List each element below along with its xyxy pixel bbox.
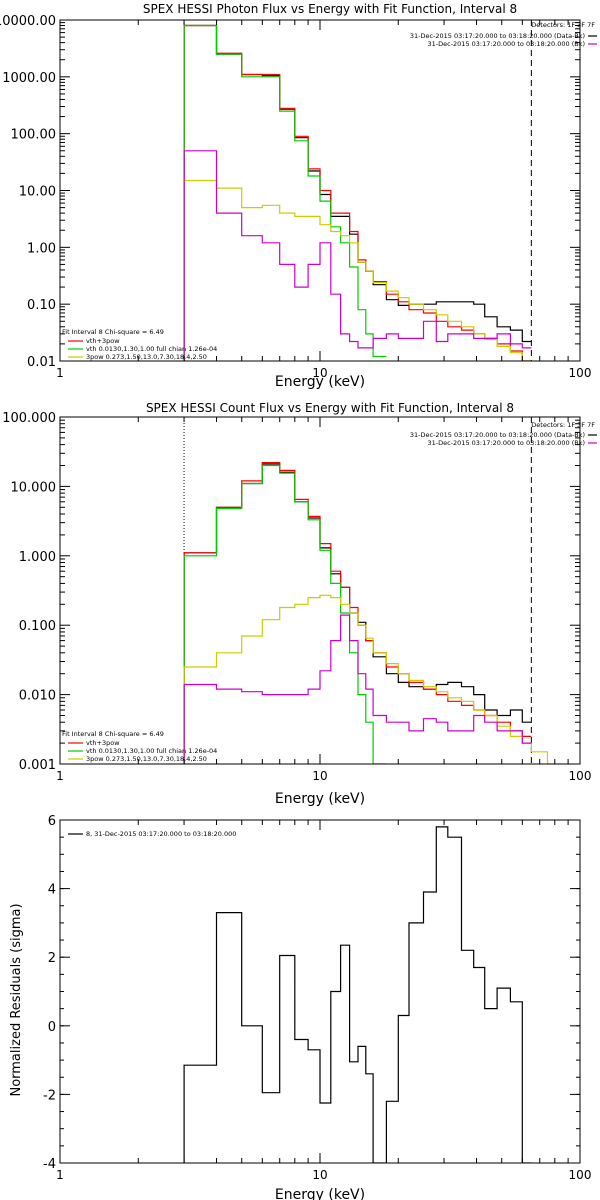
y-tick-label: 2 [48, 951, 56, 966]
x-tick-label: 100 [569, 769, 592, 783]
y-tick-label: 0.010 [19, 689, 56, 704]
detectors-label: Detectors: 1F 3F 7F [531, 21, 595, 29]
x-tick-label: 100 [569, 1168, 592, 1182]
x-tick-label: 10 [312, 769, 327, 783]
y-tick-label: 100.00 [11, 128, 57, 143]
chart-title: SPEX HESSI Photon Flux vs Energy with Fi… [143, 2, 517, 16]
legend-total-label: vth+3pow [86, 337, 120, 345]
count-flux-panel: SPEX HESSI Count Flux vs Energy with Fit… [2, 401, 597, 807]
x-tick-label: 1 [56, 1168, 64, 1182]
x-tick-label: 10 [312, 366, 327, 380]
y-tick-label: 4 [48, 883, 56, 898]
detectors-label: Detectors: 1F 3F 7F [531, 421, 595, 429]
x-tick-label: 10 [312, 1168, 327, 1182]
legend-residual-label: 8, 31-Dec-2015 03:17:20.000 to 03:18:20.… [86, 830, 236, 838]
y-tick-label: 1000.00 [2, 71, 56, 86]
series-line-2 [183, 464, 387, 764]
legend-total-label: vth+3pow [86, 739, 120, 747]
y-tick-label: 0 [48, 1020, 56, 1035]
x-tick-label: 100 [569, 366, 592, 380]
fit-interval-label: Fit Interval 8 Chi-square = 6.49 [62, 730, 164, 738]
series-line-1 [183, 24, 532, 361]
y-axis-label: Normalized Residuals (sigma) [9, 903, 24, 1096]
photon-flux-panel: SPEX HESSI Photon Flux vs Energy with Fi… [0, 2, 597, 390]
y-tick-label: 1.000 [19, 550, 56, 565]
series-line-0 [183, 826, 532, 1163]
series-line-3 [183, 179, 532, 361]
series-line-2 [183, 24, 387, 361]
y-tick-label: 0.01 [27, 355, 56, 370]
series-line-4 [183, 614, 532, 764]
legend-data-bk-label: 31-Dec-2015 03:17:20.000 to 03:18:20.000… [410, 431, 585, 439]
y-tick-label: 0.10 [27, 298, 56, 313]
y-tick-label: 1.00 [27, 241, 56, 256]
y-tick-label: -2 [43, 1088, 56, 1103]
legend-data-bk-label: 31-Dec-2015 03:17:20.000 to 03:18:20.000… [410, 32, 585, 40]
y-tick-label: 10000.00 [0, 14, 56, 29]
y-tick-label: 0.001 [19, 758, 56, 773]
legend-powerlaw-label: 3pow 0.273,1.50,13.0,7.30,18.4,2.50 [86, 353, 207, 361]
x-tick-label: 1 [56, 366, 64, 380]
y-tick-label: 100.000 [2, 411, 56, 426]
x-tick-label: 1 [56, 769, 64, 783]
y-tick-label: 10.000 [11, 480, 57, 495]
x-axis-label: Energy (keV) [275, 791, 365, 807]
x-axis-label: Energy (keV) [275, 1187, 365, 1200]
y-tick-label: 6 [48, 814, 56, 829]
y-tick-label: 10.00 [19, 185, 56, 200]
y-tick-label: -4 [43, 1157, 56, 1172]
legend-thermal-label: vth 0.0130,1.30,1.00 full chian 1.26e-04 [86, 345, 217, 353]
residuals-panel: Energy (keV) Normalized Residuals (sigma… [9, 814, 591, 1200]
legend-bk-label: 31-Dec-2015 03:17:20.000 to 03:18:20.000… [428, 439, 586, 447]
y-tick-label: 0.100 [19, 619, 56, 634]
plot-frame [59, 819, 581, 1164]
legend-thermal-label: vth 0.0130,1.30,1.00 full chian 1.26e-04 [86, 747, 217, 755]
fit-interval-label: Fit Interval 8 Chi-square = 6.49 [62, 328, 164, 336]
series-line-0 [183, 24, 532, 361]
series-line-4 [183, 150, 532, 361]
legend-powerlaw-label: 3pow 0.273,1.50,13.0,7.30,18.4,2.50 [86, 755, 207, 763]
x-axis-label: Energy (keV) [275, 374, 365, 390]
chart-title: SPEX HESSI Count Flux vs Energy with Fit… [146, 401, 514, 415]
legend-bk-label: 31-Dec-2015 03:17:20.000 to 03:18:20.000… [428, 40, 586, 48]
plot-frame [59, 416, 581, 765]
